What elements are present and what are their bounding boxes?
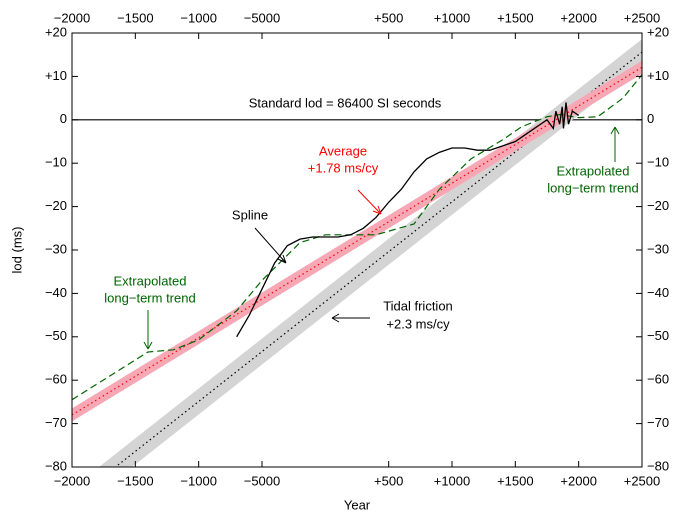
x-tick-label-top: −1500 bbox=[117, 10, 154, 25]
y-tick-label: −40 bbox=[45, 285, 67, 300]
x-tick-label: −2000 bbox=[54, 473, 91, 488]
annotation: long−term trend bbox=[547, 180, 638, 195]
x-tick-label: +500 bbox=[374, 473, 403, 488]
x-tick-label: +1500 bbox=[497, 473, 534, 488]
x-tick-label-top: +2500 bbox=[624, 10, 661, 25]
arrow bbox=[143, 310, 153, 350]
y-tick-label: −30 bbox=[45, 241, 67, 256]
x-tick-label-top: +1000 bbox=[434, 10, 471, 25]
annotation: Extrapolated bbox=[557, 163, 630, 178]
x-tick-label-top: +2000 bbox=[560, 10, 597, 25]
y-tick-label-right: −20 bbox=[647, 198, 669, 213]
y-tick-label: −10 bbox=[45, 155, 67, 170]
x-tick-label-top: +1500 bbox=[497, 10, 534, 25]
arrows bbox=[143, 126, 620, 350]
annotation: Extrapolated bbox=[114, 273, 187, 288]
y-tick-label: −80 bbox=[45, 458, 67, 473]
y-tick-label: −50 bbox=[45, 328, 67, 343]
arrow bbox=[254, 227, 287, 264]
annotation: Tidal friction bbox=[383, 298, 453, 313]
y-tick-label-right: +20 bbox=[647, 24, 669, 39]
y-tick-label: −70 bbox=[45, 415, 67, 430]
y-tick-label-right: −10 bbox=[647, 155, 669, 170]
y-tick-label-right: −70 bbox=[647, 415, 669, 430]
x-tick-label: +2000 bbox=[560, 473, 597, 488]
y-tick-label: +10 bbox=[45, 68, 67, 83]
y-tick-label: −60 bbox=[45, 372, 67, 387]
y-tick-label: 0 bbox=[60, 111, 67, 126]
x-tick-label-top: −1000 bbox=[180, 10, 217, 25]
y-tick-label-right: −50 bbox=[647, 328, 669, 343]
y-tick-label: +20 bbox=[45, 24, 67, 39]
y-tick-label-right: +10 bbox=[647, 68, 669, 83]
arrow bbox=[331, 313, 370, 323]
plot-area bbox=[72, 39, 642, 467]
x-axis-label: Year bbox=[344, 497, 371, 512]
x-tick-label-top: −5000 bbox=[244, 10, 281, 25]
x-tick-label: −1500 bbox=[117, 473, 154, 488]
annotation: +2.3 ms/cy bbox=[386, 316, 450, 331]
x-tick-label: −1000 bbox=[180, 473, 217, 488]
x-tick-label-top: −2000 bbox=[54, 10, 91, 25]
y-tick-label: −20 bbox=[45, 198, 67, 213]
annotation: long−term trend bbox=[104, 290, 195, 305]
x-tick-label: +2500 bbox=[624, 473, 661, 488]
x-tick-label: −5000 bbox=[244, 473, 281, 488]
annotation: Spline bbox=[232, 207, 268, 222]
series-line bbox=[236, 102, 580, 338]
arrow bbox=[610, 126, 620, 162]
y-tick-label-right: −60 bbox=[647, 372, 669, 387]
y-axis-label: lod (ms) bbox=[9, 227, 24, 274]
y-tick-label-right: −40 bbox=[647, 285, 669, 300]
y-tick-label-right: −80 bbox=[647, 458, 669, 473]
y-tick-label-right: −30 bbox=[647, 241, 669, 256]
arrow bbox=[357, 189, 382, 215]
series-line bbox=[72, 74, 642, 401]
annotation: Standard lod = 86400 SI seconds bbox=[249, 95, 442, 110]
series-line bbox=[72, 66, 642, 416]
y-tick-label-right: 0 bbox=[647, 111, 654, 126]
x-tick-label: +1000 bbox=[434, 473, 471, 488]
annotation: +1.78 ms/cy bbox=[308, 160, 379, 175]
annotation: Average bbox=[319, 143, 367, 158]
x-tick-label-top: +500 bbox=[374, 10, 403, 25]
